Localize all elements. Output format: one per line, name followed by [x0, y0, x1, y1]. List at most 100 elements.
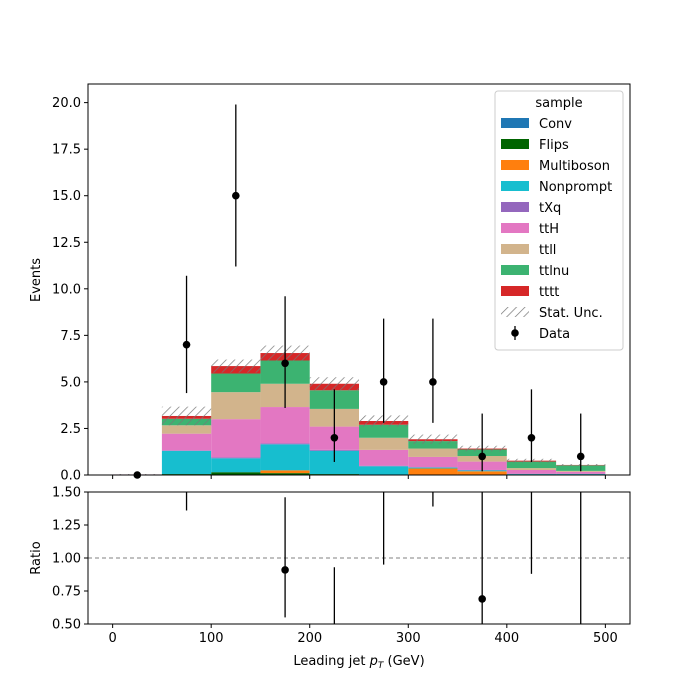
legend-title: sample: [535, 96, 582, 111]
ratio-axes: 0 100 200 300 400 500 0.50 0.75 1.00 1.25 1.50: [52, 486, 618, 647]
data-point-3: [281, 359, 289, 368]
legend-label-nonprompt: Nonprompt: [539, 180, 612, 195]
stat-unc-band-bin-4: [309, 377, 359, 391]
ratio-y-tick-label-1: 0.75: [52, 585, 81, 600]
data-point-7: [478, 452, 486, 461]
bar-ttlnu-bin-5: [359, 424, 409, 438]
legend-swatch-ttll: [501, 244, 529, 254]
x-axis-label-sub: T: [378, 661, 385, 671]
bar-ttll-bin-6: [408, 448, 458, 457]
legend-label-ttlnu: ttlnu: [539, 264, 569, 279]
bar-flips-bin-3: [260, 473, 310, 475]
legend-label-ttll: ttll: [539, 243, 556, 258]
ratio-y-tick-label-3: 1.25: [52, 519, 81, 534]
y-axis-label-main: Events: [29, 258, 44, 302]
legend-swatch-flips: [501, 139, 529, 149]
data-point-2: [232, 191, 240, 200]
main-y-tick-label-2: 5.0: [60, 375, 81, 390]
legend-label-tth: ttH: [539, 222, 559, 237]
bar-tth-bin-1: [161, 433, 212, 451]
data-point-6: [429, 378, 437, 386]
legend-label-multiboson: Multiboson: [539, 159, 610, 174]
legend: sample Conv Flips Multiboson Nonprompt tXq ttH…: [494, 90, 624, 351]
ratio-point-1: [281, 566, 289, 574]
stat-unc-band-bin-6: [408, 434, 458, 444]
bar-nonprompt-bin-4: [309, 450, 359, 475]
bar-ttlnu-bin-2: [211, 373, 261, 393]
legend-marker-data: [511, 326, 519, 340]
x-tick-label-2: 200: [297, 631, 322, 646]
legend-label-conv: Conv: [539, 117, 572, 132]
bar-ttlnu-bin-8: [506, 461, 557, 469]
legend-swatch-ttlnu: [501, 265, 529, 275]
x-axis-label-unit: (GeV): [383, 654, 424, 669]
bar-ttll-bin-8: [506, 468, 557, 470]
bar-nonprompt-bin-1: [161, 450, 212, 475]
legend-swatch-tttt: [501, 286, 529, 296]
legend-label-data: Data: [539, 327, 570, 342]
ratio-plot-frame: [87, 491, 631, 625]
bar-nonprompt-bin-6: [408, 467, 458, 469]
data-point-9: [576, 452, 585, 461]
bar-tth-bin-6: [408, 456, 458, 468]
bar-flips-bin-2: [211, 472, 261, 475]
legend-box: [494, 90, 624, 351]
bar-multiboson-bin-7: [457, 471, 507, 475]
bar-multiboson-bin-6: [408, 468, 458, 475]
legend-label-flips: Flips: [539, 138, 569, 153]
x-tick-label-5: 500: [593, 631, 618, 646]
main-y-tick-label-7: 17.5: [52, 143, 81, 158]
bar-txq-bin-3: [260, 443, 310, 445]
ratio-y-tick-label-4: 1.50: [52, 486, 81, 501]
stat-unc-band-bin-1: [161, 406, 212, 426]
data-points: [133, 104, 585, 479]
bar-ttll-bin-1: [161, 425, 212, 434]
data-point-4: [330, 433, 339, 442]
main-y-tick-label-1: 2.5: [60, 422, 81, 437]
legend-swatch-multiboson: [501, 160, 529, 170]
main-y-tick-label-4: 10.0: [52, 282, 81, 297]
x-axis-label-text: Leading jet: [293, 654, 369, 669]
x-axis-label: Leading jet pT (GeV): [293, 654, 424, 671]
bar-multiboson-bin-3: [260, 470, 310, 474]
bar-tth-bin-3: [260, 407, 310, 444]
legend-swatch-conv: [501, 118, 529, 128]
data-point-8: [527, 433, 536, 442]
bar-nonprompt-bin-3: [260, 444, 310, 471]
main-y-tick-label-0: 0.0: [60, 469, 81, 484]
main-y-tick-label-5: 12.5: [52, 236, 81, 251]
main-y-tick-label-6: 15.0: [52, 189, 81, 204]
main-axes: 0.0 2.5 5.0 7.5 10.0 12.5 15.0 17.5 20.0: [52, 96, 606, 484]
ratio-y-tick-label-0: 0.50: [52, 618, 81, 633]
legend-swatch-tth: [501, 223, 529, 233]
bar-nonprompt-bin-2: [211, 458, 261, 473]
ratio-y-tick-label-2: 1.00: [52, 552, 81, 567]
bar-nonprompt-bin-5: [359, 466, 409, 475]
bar-tth-bin-8: [506, 469, 557, 474]
x-tick-label-3: 300: [396, 631, 421, 646]
bar-ttlnu-bin-6: [408, 441, 458, 449]
ratio-points: [185, 492, 582, 624]
y-axis-label-ratio: Ratio: [29, 541, 44, 574]
stat-unc-band-bin-2: [211, 359, 261, 373]
x-tick-label-4: 400: [494, 631, 519, 646]
legend-swatch-nonprompt: [501, 181, 529, 191]
bar-txq-bin-5: [359, 465, 409, 467]
bar-txq-bin-2: [211, 457, 261, 459]
bar-ttll-bin-5: [359, 437, 409, 450]
legend-label-tttt: tttt: [539, 285, 559, 300]
main-plot-frame: [87, 83, 631, 476]
ratio-point-5: [478, 595, 486, 603]
x-tick-label-1: 100: [199, 631, 224, 646]
legend-label-txq: tXq: [539, 201, 561, 216]
legend-swatch-txq: [501, 202, 529, 212]
bar-tth-bin-2: [211, 419, 261, 458]
bar-ttll-bin-9: [556, 470, 606, 472]
main-y-tick-label-3: 7.5: [60, 329, 81, 344]
data-point-5: [379, 378, 388, 386]
bar-tth-bin-9: [556, 471, 606, 474]
legend-swatch-stat-unc: [501, 307, 529, 317]
x-tick-label-0: 0: [108, 631, 116, 646]
legend-label-stat-unc: Stat. Unc.: [539, 306, 603, 321]
